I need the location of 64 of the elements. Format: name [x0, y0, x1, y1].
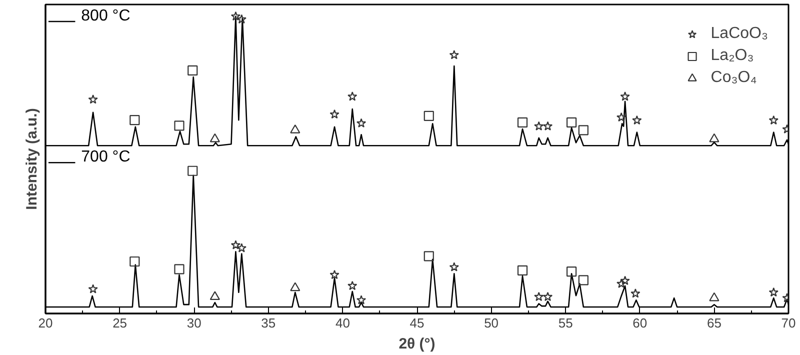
x-tick-label: 30	[186, 316, 202, 330]
legend-label: 800 °C	[81, 8, 130, 25]
point	[210, 291, 220, 300]
point	[768, 115, 778, 125]
point	[88, 94, 98, 104]
point	[630, 288, 640, 298]
x-axis-title: 2θ (°)	[398, 336, 436, 352]
point	[88, 284, 98, 294]
legend-label: La₂O₃	[710, 47, 754, 65]
point	[174, 120, 184, 131]
point	[130, 115, 140, 126]
point	[174, 264, 184, 274]
point	[709, 133, 720, 142]
point	[188, 65, 198, 76]
point	[236, 14, 246, 24]
legend-label: 700 °C	[81, 148, 130, 166]
point	[230, 11, 241, 21]
point	[620, 92, 630, 101]
legend-label: Co₃O₄	[710, 69, 757, 87]
point	[534, 121, 544, 131]
point	[330, 270, 340, 280]
point	[534, 292, 544, 302]
x-tick-label: 25	[112, 316, 128, 330]
point	[449, 262, 459, 272]
point	[542, 121, 553, 131]
point	[230, 240, 241, 250]
x-tick-label: 40	[335, 316, 350, 330]
point	[348, 92, 358, 101]
x-tick-label: 45	[410, 316, 424, 330]
x-tick-label: 20	[38, 316, 53, 330]
point	[424, 110, 434, 121]
point	[566, 266, 577, 277]
point	[566, 117, 577, 128]
point	[130, 256, 140, 267]
point	[290, 124, 300, 134]
point	[709, 292, 720, 302]
point	[348, 280, 358, 290]
legend-label: LaCoO₃	[710, 25, 768, 43]
point	[210, 133, 220, 142]
point	[517, 265, 528, 276]
point	[517, 117, 528, 128]
point	[188, 166, 198, 176]
point	[542, 292, 553, 302]
point	[290, 282, 300, 292]
point	[578, 275, 588, 286]
x-tick-label: 35	[261, 316, 276, 330]
point	[236, 243, 246, 252]
x-tick-label: 60	[632, 316, 648, 330]
point	[356, 118, 366, 128]
x-tick-label: 70	[781, 316, 796, 330]
point	[356, 295, 366, 304]
point	[578, 125, 588, 136]
point	[330, 109, 340, 119]
point	[616, 112, 626, 122]
x-tick-label: 50	[484, 316, 499, 330]
point	[616, 278, 626, 288]
point	[632, 115, 642, 125]
point	[449, 50, 459, 60]
y-axis-title: Intensity (a.u.)	[24, 108, 40, 210]
point	[424, 251, 434, 262]
x-tick-label: 65	[706, 316, 722, 330]
x-tick-label: 55	[558, 316, 573, 330]
point	[768, 287, 778, 297]
point	[620, 276, 630, 286]
